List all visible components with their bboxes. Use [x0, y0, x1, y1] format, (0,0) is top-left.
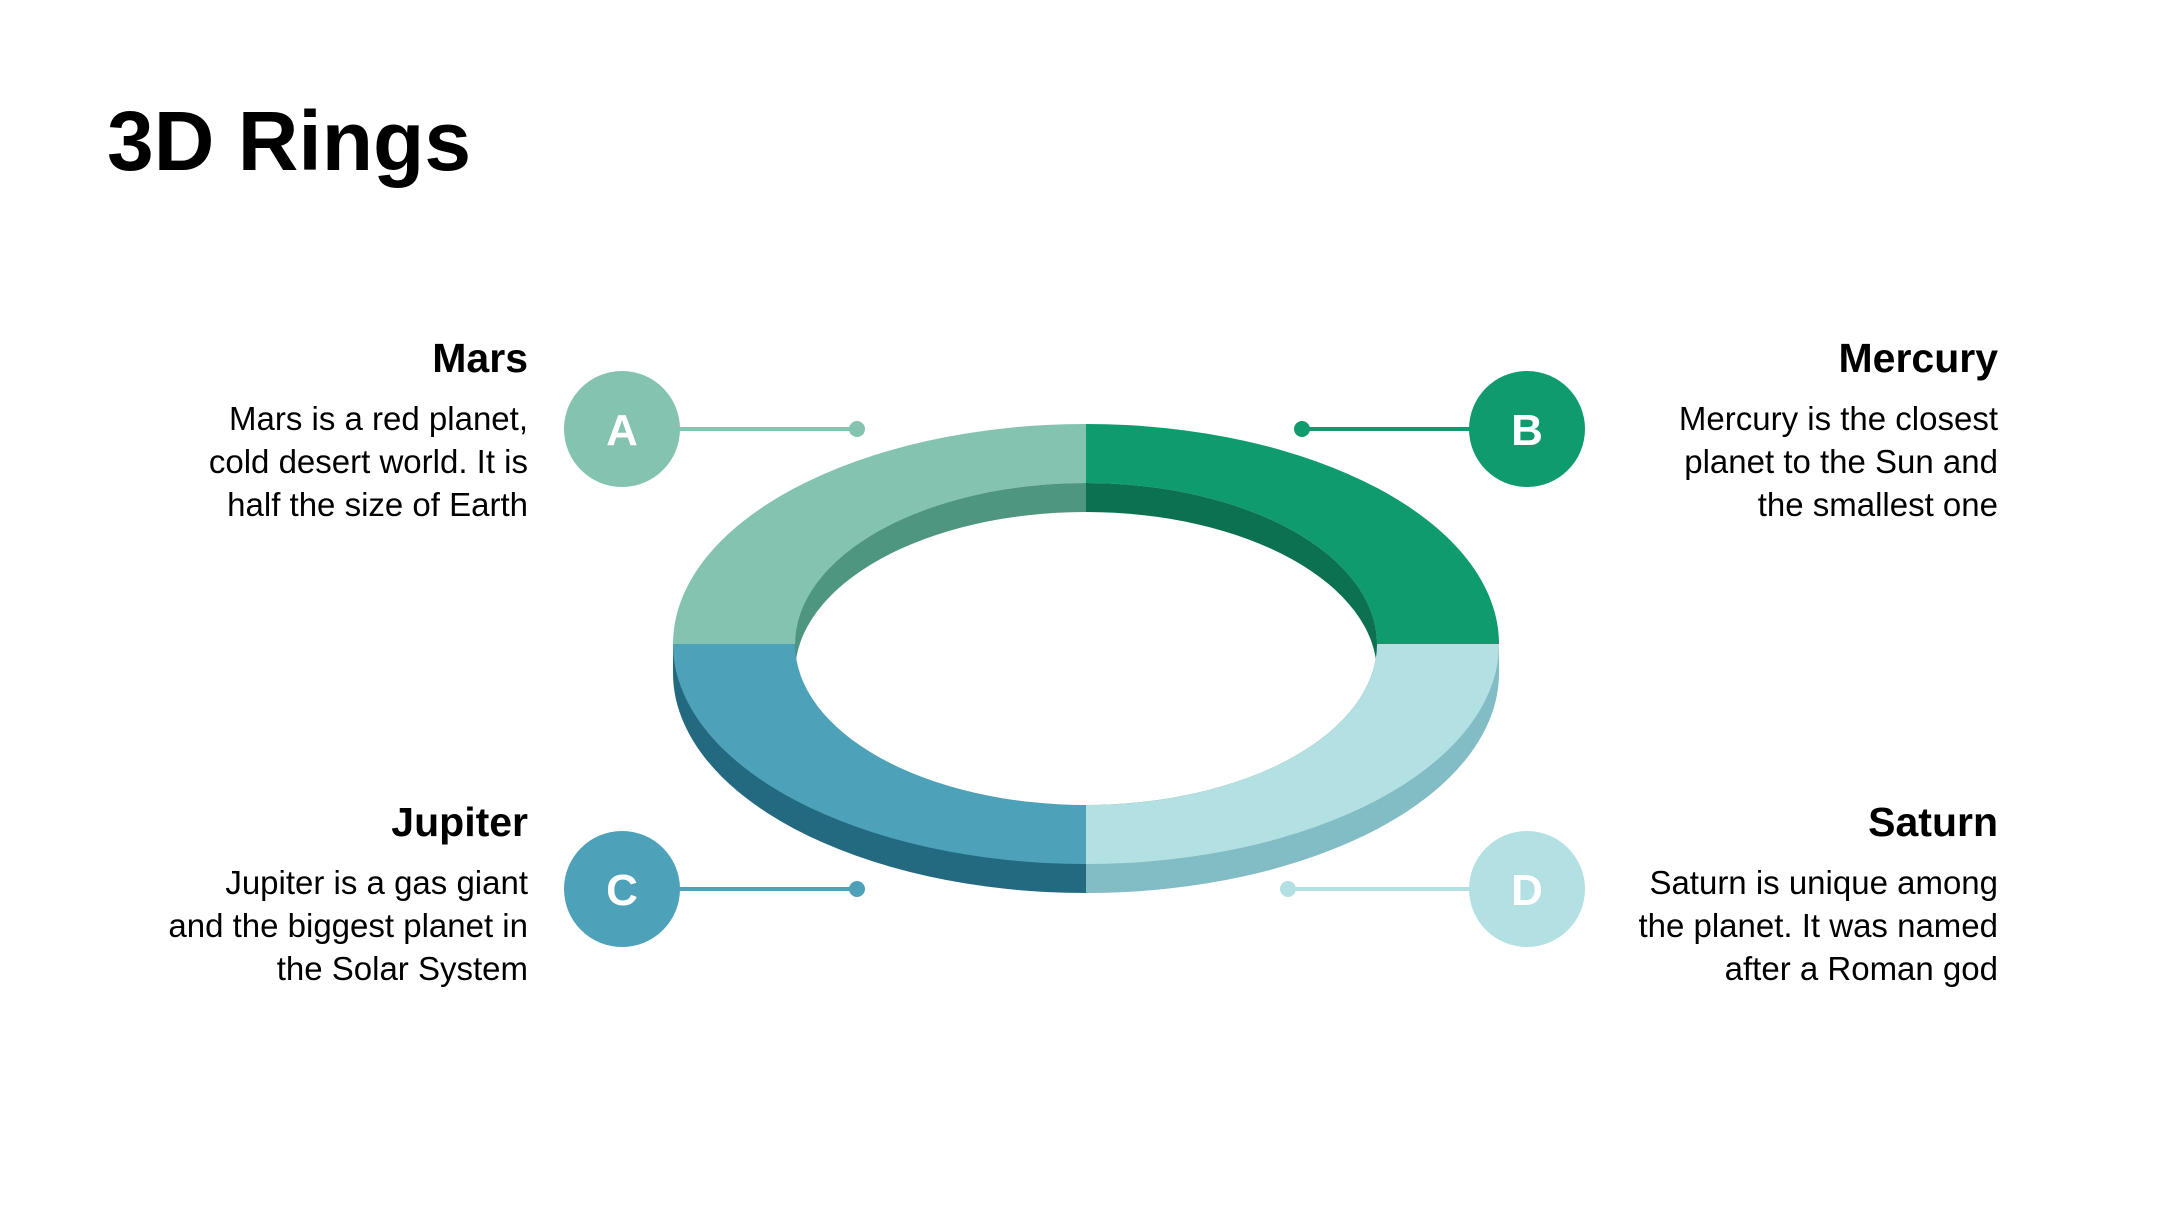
badge-c [564, 831, 680, 947]
badge-a [564, 371, 680, 487]
badge-letter-a: A [606, 406, 638, 455]
badge-letter-c: C [606, 866, 638, 915]
connector-dot-d [1280, 881, 1296, 897]
ring-segment-c [673, 644, 1086, 864]
connector-dot-b [1294, 421, 1310, 437]
heading-saturn: Saturn [1868, 799, 1998, 845]
info-block-jupiter: Jupiter Jupiter is a gas giant and the b… [8, 798, 528, 990]
info-block-saturn: Saturn Saturn is unique among the planet… [1478, 798, 1998, 990]
badge-letter-d: D [1511, 866, 1543, 915]
info-block-mercury: Mercury Mercury is the closest planet to… [1478, 334, 1998, 526]
heading-mars: Mars [432, 335, 528, 381]
ring-segment-d [1086, 644, 1499, 864]
info-block-mars: Mars Mars is a red planet, cold desert w… [8, 334, 528, 526]
badge-b [1469, 371, 1585, 487]
text-mercury: Mercury is the closest planet to the Sun… [1678, 400, 1998, 523]
ring-hole [795, 512, 1377, 805]
badge-letter-b: B [1511, 406, 1543, 455]
connector-dot-c [849, 881, 865, 897]
connector-dot-a [849, 421, 865, 437]
text-jupiter: Jupiter is a gas giant and the biggest p… [168, 864, 528, 987]
heading-jupiter: Jupiter [391, 799, 528, 845]
ring-segment-a [673, 424, 1086, 644]
ring-segment-b [1086, 424, 1499, 644]
page-title: 3D Rings [107, 94, 472, 188]
text-saturn: Saturn is unique among the planet. It wa… [1638, 864, 1998, 987]
heading-mercury: Mercury [1838, 335, 1998, 381]
text-mars: Mars is a red planet, cold desert world.… [208, 400, 528, 523]
badge-d [1469, 831, 1585, 947]
